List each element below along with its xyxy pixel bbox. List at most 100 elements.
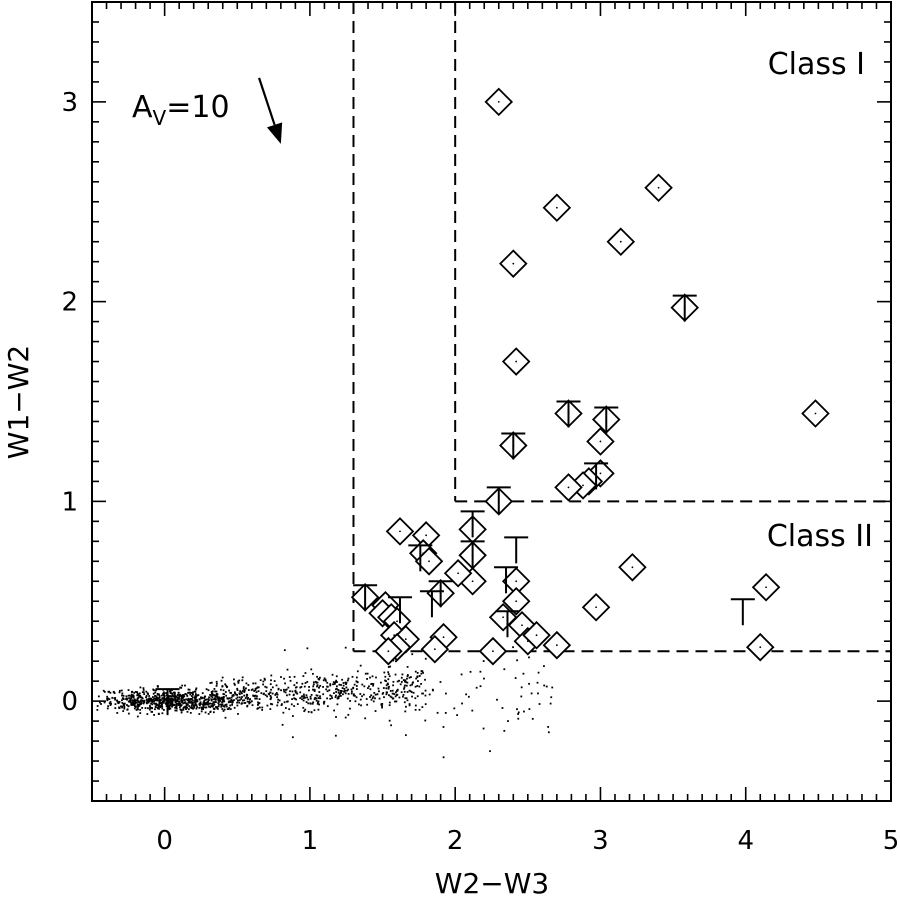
field-star-dot (220, 705, 223, 707)
upper-limit-marker (460, 510, 485, 538)
field-star-dot (126, 704, 128, 706)
field-star-dot (168, 695, 171, 698)
field-star-dot (162, 701, 165, 704)
extinction-vector-arrow (258, 77, 283, 144)
field-star-dot (401, 673, 404, 676)
field-star-dot (291, 698, 294, 700)
field-star-dot (257, 702, 260, 705)
field-star-dot (136, 692, 139, 695)
field-star-dot (238, 679, 241, 682)
field-star-dot (150, 706, 153, 709)
field-star-dot (366, 703, 369, 706)
field-star-dot (404, 710, 407, 713)
field-star-dot (296, 703, 299, 706)
field-star-dot (313, 688, 316, 691)
field-star-dot (405, 684, 408, 687)
field-star-dot (155, 698, 158, 701)
field-star-dot (408, 704, 411, 707)
field-star-dot (221, 699, 224, 702)
field-star-dot (276, 704, 279, 707)
field-star-dot (363, 685, 366, 688)
field-star-dot (364, 717, 367, 720)
field-star-dot (341, 678, 344, 681)
field-star-dot (293, 697, 296, 700)
field-star-dot (211, 692, 214, 695)
field-star-dot (190, 704, 193, 707)
field-star-dot (547, 731, 550, 734)
field-star-dot (319, 695, 321, 698)
field-star-dot (382, 687, 385, 689)
x-tick-label: 4 (737, 826, 754, 856)
field-star-dot (231, 699, 233, 702)
field-star-dot (97, 695, 100, 698)
field-star-dot (384, 675, 387, 678)
field-star-dot (388, 704, 391, 707)
field-star-dot (305, 694, 308, 697)
field-star-dot (169, 690, 171, 693)
field-star-dot (259, 679, 262, 682)
field-star-dot (394, 700, 396, 703)
field-star-dot (317, 697, 320, 699)
field-star-dot (208, 702, 211, 705)
field-star-dot (300, 685, 303, 688)
field-star-dot (184, 705, 187, 708)
field-star-dot (198, 698, 201, 701)
field-star-dot (280, 704, 283, 707)
field-star-dot (408, 689, 411, 692)
field-star-dot (162, 694, 165, 696)
field-star-dot (157, 699, 160, 702)
field-star-dot (257, 690, 260, 693)
field-star-dot (163, 695, 166, 697)
field-star-dot (334, 696, 337, 699)
field-star-dot (200, 696, 202, 699)
field-star-dot (170, 701, 173, 703)
field-star-dot (195, 704, 198, 707)
field-star-dot (333, 683, 336, 685)
field-star-dot (198, 703, 201, 706)
field-star-dot (263, 692, 265, 695)
field-star-dot (120, 705, 122, 708)
field-star-dot (224, 716, 227, 719)
field-star-dot (170, 695, 173, 698)
field-star-dot (229, 708, 232, 711)
y-tick-label: 2 (61, 288, 78, 318)
field-star-dot (231, 695, 234, 697)
field-star-dot (160, 701, 163, 704)
field-star-dot (184, 701, 187, 704)
field-star-dot (161, 700, 164, 703)
field-star-dot (247, 684, 250, 686)
field-star-dot (189, 698, 192, 700)
field-star-dot (405, 681, 408, 684)
field-star-dot (403, 688, 405, 690)
field-star-dot (154, 708, 156, 711)
field-star-dot (144, 707, 147, 709)
field-star-dot (159, 705, 162, 708)
field-star-dot (370, 698, 373, 701)
field-star-dot (212, 711, 215, 714)
field-star-dot (307, 710, 310, 713)
field-star-dot (281, 723, 284, 726)
field-star-dot (295, 691, 298, 694)
field-star-dot (414, 670, 417, 673)
field-star-dot (404, 679, 407, 682)
field-star-dot (409, 690, 412, 693)
field-star-dot (168, 706, 171, 709)
diamond-center-dot (425, 534, 428, 537)
field-star-dot (350, 688, 353, 691)
field-star-dot (233, 706, 236, 709)
field-star-dot (503, 729, 506, 732)
field-star-dot (199, 704, 201, 707)
diamond-center-dot (497, 100, 500, 103)
field-star-dot (347, 677, 350, 680)
field-star-dot (254, 687, 257, 690)
field-star-dot (424, 703, 427, 706)
field-star-dot (134, 699, 137, 702)
field-star-dot (186, 699, 189, 702)
field-star-dot (361, 683, 364, 686)
field-star-dot (543, 684, 546, 687)
field-star-dot (236, 704, 239, 707)
upper-limit-marker (594, 406, 619, 434)
field-star-dot (346, 679, 349, 682)
field-star-dot (215, 701, 217, 703)
field-star-dot (387, 678, 390, 681)
